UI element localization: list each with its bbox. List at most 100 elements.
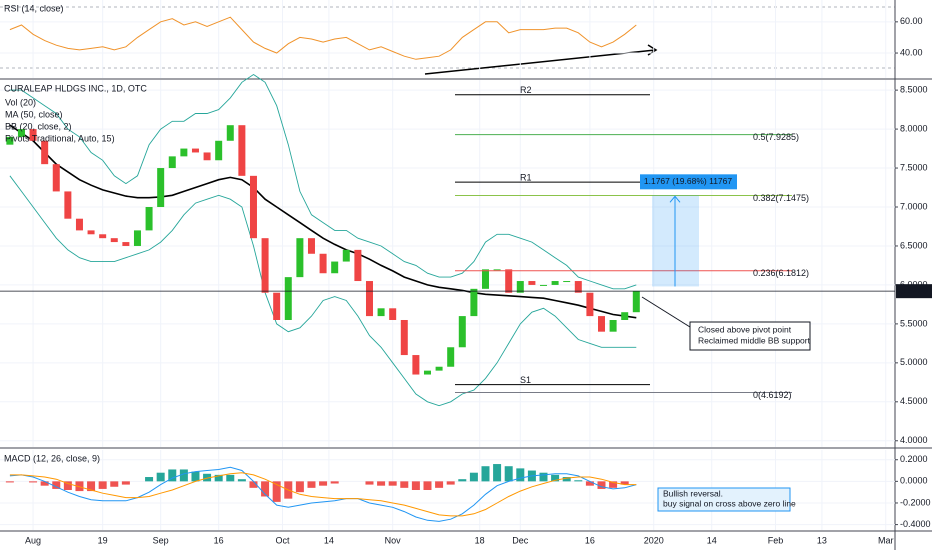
candle xyxy=(249,175,257,239)
y-tick-label: 7.0000 xyxy=(900,201,928,211)
candle xyxy=(122,242,130,246)
candle xyxy=(180,148,188,157)
histogram-bar xyxy=(237,479,246,482)
candle xyxy=(238,125,246,176)
candle xyxy=(157,168,165,208)
candle xyxy=(191,148,199,153)
x-tick-label: Mar xyxy=(878,535,894,545)
y-tick-label: 60.00 xyxy=(900,16,923,26)
histogram-bar xyxy=(377,481,386,486)
annotation-text: buy signal on cross above zero line xyxy=(663,498,796,508)
histogram-bar xyxy=(203,473,212,482)
legend-entry: Pivots Traditional, Auto, 15) xyxy=(5,133,115,143)
series-line xyxy=(9,175,637,407)
histogram-bar xyxy=(435,481,444,488)
x-tick-label: Nov xyxy=(385,535,402,545)
fib-label: 0(4.6192) xyxy=(753,390,792,400)
histogram-bar xyxy=(423,481,432,490)
histogram-bar xyxy=(469,472,478,482)
histogram-bar xyxy=(191,471,200,482)
histogram-bar xyxy=(272,481,281,502)
candle xyxy=(17,129,25,137)
candle xyxy=(87,230,95,235)
histogram-bar xyxy=(226,474,235,482)
candle xyxy=(447,347,455,367)
annotation-box xyxy=(657,487,791,512)
candle xyxy=(551,281,559,285)
x-tick-label: Dec xyxy=(512,535,529,545)
annotation-box xyxy=(689,321,811,351)
pivot-label: R2 xyxy=(520,85,532,95)
pane-title: RSI (14, close) xyxy=(4,3,64,13)
histogram-bar xyxy=(5,481,14,483)
y-tick-label: 6.5000 xyxy=(900,240,928,250)
annotation-text: Closed above pivot point xyxy=(698,324,792,334)
candle xyxy=(621,312,629,320)
annotation-text: Bullish reversal. xyxy=(663,488,723,498)
candle xyxy=(470,288,478,317)
series-line xyxy=(9,472,637,517)
x-tick-label: 18 xyxy=(475,535,485,545)
histogram-bar xyxy=(585,481,594,486)
y-tick-label: 5.0000 xyxy=(900,357,928,367)
y-tick-label: 8.0000 xyxy=(900,123,928,133)
candle xyxy=(632,291,640,313)
histogram-bar xyxy=(75,481,84,492)
candle xyxy=(342,249,350,262)
histogram-bar xyxy=(98,481,107,489)
last-price-label: 5.9200 xyxy=(900,286,928,296)
histogram-bar xyxy=(156,472,165,482)
series-line xyxy=(9,466,637,522)
y-tick-label: 0.0000 xyxy=(900,476,928,486)
histogram-bar xyxy=(87,481,96,492)
annotation-pointer xyxy=(641,296,691,328)
histogram-bar xyxy=(319,481,328,486)
histogram-bar xyxy=(481,466,490,482)
candle xyxy=(52,164,60,192)
histogram-bar xyxy=(110,481,119,487)
candle xyxy=(284,277,292,320)
candle xyxy=(586,292,594,317)
last-price-box xyxy=(896,284,932,299)
candle xyxy=(574,281,582,293)
pivot-label: R1 xyxy=(520,172,532,182)
fib-label: 0.5(7.9285) xyxy=(753,132,799,142)
histogram-bar xyxy=(330,481,339,484)
histogram-bar xyxy=(261,481,270,497)
candle xyxy=(493,269,501,271)
histogram-bar xyxy=(40,481,49,486)
histogram-bar xyxy=(400,481,409,488)
candle xyxy=(365,281,373,317)
measure-arrow-head xyxy=(669,195,681,203)
pane-title: CURALEAP HLDGS INC., 1D, OTC xyxy=(4,83,147,93)
x-tick-label: 16 xyxy=(214,535,224,545)
legend-entry: MA (50, close) xyxy=(5,109,63,119)
x-tick-label: 14 xyxy=(324,535,334,545)
candle xyxy=(29,129,37,141)
series-line xyxy=(9,73,637,290)
y-tick-label: 7.5000 xyxy=(900,162,928,172)
candle xyxy=(354,249,362,282)
histogram-bar xyxy=(574,480,583,482)
histogram-bar xyxy=(539,472,548,482)
histogram-bar xyxy=(411,481,420,490)
candle xyxy=(435,366,443,371)
histogram-bar xyxy=(249,481,258,488)
candle xyxy=(389,308,397,320)
candle xyxy=(331,261,339,274)
candle xyxy=(133,230,141,246)
candle xyxy=(307,238,315,254)
x-tick-label: 16 xyxy=(585,535,595,545)
histogram-bar xyxy=(365,481,374,485)
candle xyxy=(215,140,223,161)
x-tick-label: 19 xyxy=(98,535,108,545)
histogram-bar xyxy=(52,481,61,489)
y-tick-label: 40.00 xyxy=(900,47,923,57)
candle xyxy=(110,238,118,243)
histogram-bar xyxy=(307,481,316,488)
histogram-bar xyxy=(295,481,304,493)
candle xyxy=(261,238,269,293)
fib-label: 0.382(7.1475) xyxy=(753,193,809,203)
histogram-bar xyxy=(214,474,223,482)
